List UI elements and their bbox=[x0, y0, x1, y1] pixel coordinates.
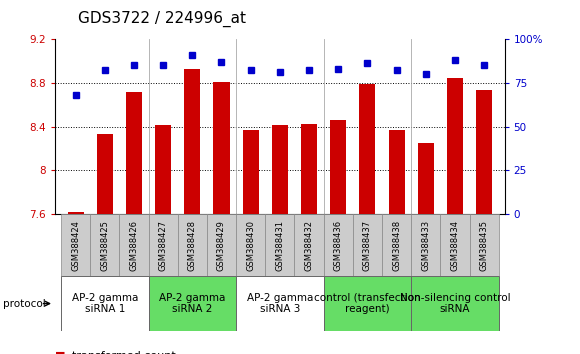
Text: GSM388431: GSM388431 bbox=[276, 219, 284, 271]
Bar bbox=[389, 130, 405, 214]
Text: GSM388428: GSM388428 bbox=[188, 219, 197, 271]
Text: GSM388426: GSM388426 bbox=[129, 219, 139, 271]
FancyBboxPatch shape bbox=[90, 214, 119, 276]
FancyBboxPatch shape bbox=[411, 276, 499, 331]
Text: GSM388434: GSM388434 bbox=[451, 219, 459, 271]
FancyBboxPatch shape bbox=[295, 214, 324, 276]
Bar bbox=[213, 82, 230, 214]
Bar bbox=[330, 120, 346, 214]
Text: GSM388432: GSM388432 bbox=[304, 219, 314, 271]
FancyBboxPatch shape bbox=[61, 276, 148, 331]
FancyBboxPatch shape bbox=[470, 214, 499, 276]
Text: GDS3722 / 224996_at: GDS3722 / 224996_at bbox=[78, 10, 246, 27]
Bar bbox=[476, 90, 492, 214]
Bar bbox=[67, 212, 84, 214]
Text: Non-silencing control
siRNA: Non-silencing control siRNA bbox=[400, 293, 510, 314]
Bar bbox=[301, 124, 317, 214]
Text: GSM388433: GSM388433 bbox=[421, 219, 430, 271]
FancyBboxPatch shape bbox=[440, 214, 470, 276]
FancyBboxPatch shape bbox=[148, 276, 236, 331]
Bar bbox=[155, 125, 171, 214]
FancyBboxPatch shape bbox=[411, 214, 440, 276]
FancyBboxPatch shape bbox=[353, 214, 382, 276]
Text: AP-2 gamma
siRNA 3: AP-2 gamma siRNA 3 bbox=[246, 293, 313, 314]
Bar bbox=[184, 69, 200, 214]
Text: ■: ■ bbox=[55, 351, 66, 354]
Bar bbox=[360, 84, 375, 214]
Text: GSM388438: GSM388438 bbox=[392, 219, 401, 271]
Text: transformed count: transformed count bbox=[72, 351, 176, 354]
FancyBboxPatch shape bbox=[324, 276, 411, 331]
FancyBboxPatch shape bbox=[382, 214, 411, 276]
Bar bbox=[97, 134, 113, 214]
Bar bbox=[126, 91, 142, 214]
Text: GSM388435: GSM388435 bbox=[480, 219, 489, 271]
Text: GSM388430: GSM388430 bbox=[246, 219, 255, 271]
Text: GSM388424: GSM388424 bbox=[71, 220, 80, 270]
Text: GSM388429: GSM388429 bbox=[217, 220, 226, 270]
FancyBboxPatch shape bbox=[236, 276, 324, 331]
FancyBboxPatch shape bbox=[324, 214, 353, 276]
Text: GSM388437: GSM388437 bbox=[363, 219, 372, 271]
FancyBboxPatch shape bbox=[148, 214, 177, 276]
FancyBboxPatch shape bbox=[207, 214, 236, 276]
Text: GSM388436: GSM388436 bbox=[334, 219, 343, 271]
Text: AP-2 gamma
siRNA 1: AP-2 gamma siRNA 1 bbox=[71, 293, 138, 314]
Bar bbox=[418, 143, 434, 214]
FancyBboxPatch shape bbox=[265, 214, 295, 276]
FancyBboxPatch shape bbox=[119, 214, 148, 276]
FancyBboxPatch shape bbox=[236, 214, 265, 276]
Text: protocol: protocol bbox=[3, 298, 46, 309]
Text: AP-2 gamma
siRNA 2: AP-2 gamma siRNA 2 bbox=[159, 293, 226, 314]
Bar bbox=[272, 125, 288, 214]
Text: control (transfection
reagent): control (transfection reagent) bbox=[314, 293, 420, 314]
FancyBboxPatch shape bbox=[177, 214, 207, 276]
Bar bbox=[447, 78, 463, 214]
Text: GSM388425: GSM388425 bbox=[100, 220, 109, 270]
Text: GSM388427: GSM388427 bbox=[158, 219, 168, 271]
FancyBboxPatch shape bbox=[61, 214, 90, 276]
Bar bbox=[242, 130, 259, 214]
